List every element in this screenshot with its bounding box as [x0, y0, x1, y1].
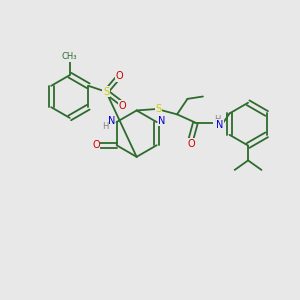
Text: CH₃: CH₃: [62, 52, 77, 61]
Text: H: H: [214, 115, 220, 124]
Text: O: O: [119, 101, 126, 111]
Text: S: S: [155, 104, 161, 114]
Text: O: O: [92, 140, 100, 150]
Text: O: O: [187, 139, 195, 149]
Text: N: N: [216, 120, 224, 130]
Text: O: O: [115, 71, 123, 81]
Text: H: H: [102, 122, 108, 131]
Text: N: N: [158, 116, 166, 126]
Text: N: N: [107, 116, 115, 126]
Text: S: S: [103, 87, 109, 97]
